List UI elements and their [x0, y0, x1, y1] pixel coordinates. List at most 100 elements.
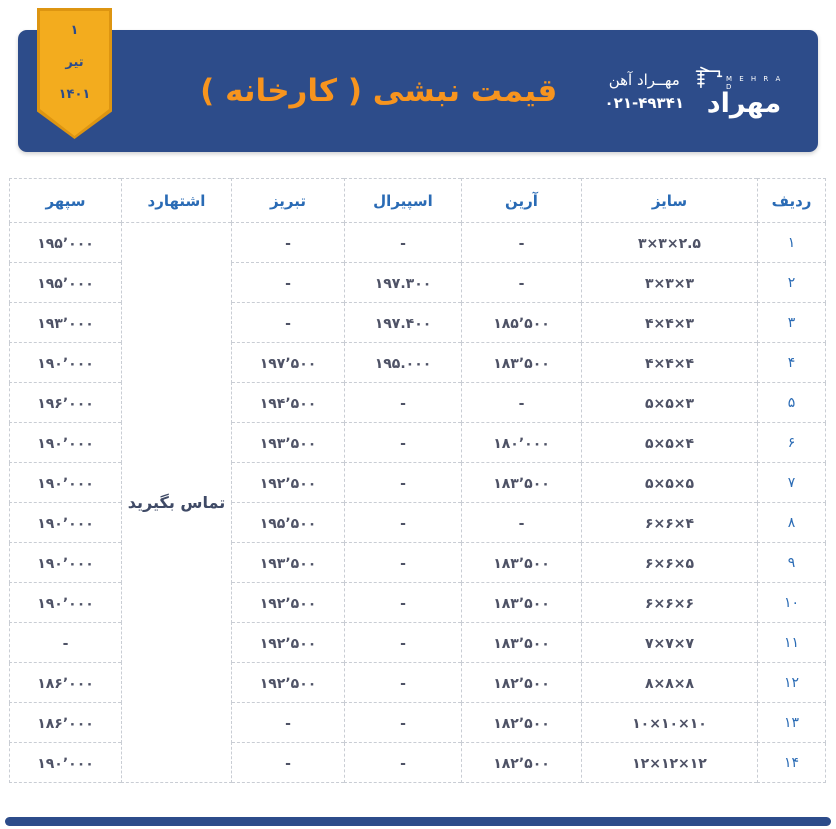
brand-block: M E H R A D مهراد مهــراد آهن ۰۲۱-۴۹۳۴۱: [605, 66, 794, 117]
price-sepehr: ۱۹۳٬۰۰۰: [9, 302, 122, 343]
row-number-value: ۸: [787, 514, 796, 531]
price-tabriz-value: ۱۹۳٬۵۰۰: [259, 556, 317, 572]
brand-phone: ۰۲۱-۴۹۳۴۱: [604, 93, 684, 112]
table-row: ۱۲ ۸×۸×۸ ۱۸۲٬۵۰۰ - ۱۹۲٬۵۰۰ ۱۸۶٬۰۰۰: [9, 662, 826, 703]
price-spiral-value: -: [400, 636, 406, 652]
table-row: ۷ ۵×۵×۵ ۱۸۳٬۵۰۰ - ۱۹۲٬۵۰۰ ۱۹۰٬۰۰۰: [9, 462, 826, 503]
col-header-spiral: اسپیرال: [344, 178, 462, 223]
price-spiral: ۱۹۷.۳۰۰: [344, 262, 462, 303]
row-number: ۸: [757, 502, 826, 543]
price-arian: ۱۸۲٬۵۰۰: [461, 662, 582, 703]
price-sepehr: ۱۹۰٬۰۰۰: [9, 582, 122, 623]
size-cell: ۵×۵×۴: [581, 422, 758, 463]
price-tabriz: ۱۹۴٬۵۰۰: [231, 382, 345, 423]
price-sepehr-value: ۱۹۰٬۰۰۰: [37, 556, 94, 572]
price-arian-value: ۱۸۰٬۰۰۰: [493, 436, 550, 452]
size-cell: ۵×۵×۵: [581, 462, 758, 503]
price-sepehr: ۱۹۶٬۰۰۰: [9, 382, 122, 423]
price-sepehr: ۱۹۰٬۰۰۰: [9, 462, 122, 503]
price-sepehr-value: ۱۹۰٬۰۰۰: [37, 436, 94, 452]
price-tabriz: ۱۹۲٬۵۰۰: [231, 622, 345, 663]
price-tabriz-value: -: [285, 716, 291, 732]
price-spiral: ۱۹۷.۴۰۰: [344, 302, 462, 343]
price-spiral: -: [344, 222, 462, 263]
price-sepehr: ۱۹۰٬۰۰۰: [9, 422, 122, 463]
price-sepehr-value: ۱۹۰٬۰۰۰: [37, 476, 94, 492]
table-row: ۱۰ ۶×۶×۶ ۱۸۳٬۵۰۰ - ۱۹۲٬۵۰۰ ۱۹۰٬۰۰۰: [9, 582, 826, 623]
size-cell-value: ۳×۳×۳: [644, 276, 695, 292]
table-row: ۱۱ ۷×۷×۷ ۱۸۳٬۵۰۰ - ۱۹۲٬۵۰۰ -: [9, 622, 826, 663]
price-tabriz-value: ۱۹۲٬۵۰۰: [259, 676, 317, 692]
date-month: تیر: [65, 55, 84, 70]
price-spiral: -: [344, 502, 462, 543]
table-header-row: ردیف سایز آرین اسپیرال تبریز اشتهارد سپه…: [9, 178, 826, 223]
eshtehard-merged-cell: تماس بگیرید: [121, 222, 232, 783]
size-cell: ۱۰×۱۰×۱۰: [581, 702, 758, 743]
brand-logo-top: M E H R A D: [694, 66, 794, 92]
row-number-value: ۱: [787, 234, 796, 251]
price-spiral: -: [344, 422, 462, 463]
price-arian: -: [461, 382, 582, 423]
size-cell: ۷×۷×۷: [581, 622, 758, 663]
price-tabriz-value: ۱۹۴٬۵۰۰: [259, 396, 317, 412]
row-number-value: ۱۴: [783, 754, 800, 771]
row-number-value: ۱۱: [783, 634, 800, 651]
price-arian: ۱۸۳٬۵۰۰: [461, 342, 582, 383]
price-arian-value: ۱۸۲٬۵۰۰: [493, 716, 550, 732]
price-tabriz-value: ۱۹۲٬۵۰۰: [259, 476, 317, 492]
price-tabriz-value: -: [285, 236, 291, 252]
col-header-eshtehard: اشتهارد: [121, 178, 232, 223]
size-cell-value: ۶×۶×۶: [644, 596, 695, 612]
price-arian: ۱۸۳٬۵۰۰: [461, 622, 582, 663]
price-arian-value: ۱۸۳٬۵۰۰: [493, 476, 550, 492]
price-spiral: ۱۹۵.۰۰۰: [344, 342, 462, 383]
price-arian-value: ۱۸۲٬۵۰۰: [493, 676, 550, 692]
row-number: ۲: [757, 262, 826, 303]
size-cell-value: ۸×۸×۸: [644, 676, 695, 692]
table-row: ۱۳ ۱۰×۱۰×۱۰ ۱۸۲٬۵۰۰ - - ۱۸۶٬۰۰۰: [9, 702, 826, 743]
size-cell-value: ۴×۴×۴: [644, 356, 695, 372]
price-sepehr: ۱۸۶٬۰۰۰: [9, 662, 122, 703]
price-spiral-value: -: [400, 396, 406, 412]
row-number: ۷: [757, 462, 826, 503]
price-arian-value: -: [518, 396, 525, 412]
price-arian: -: [461, 502, 582, 543]
table-row: ۵ ۵×۵×۳ - - ۱۹۴٬۵۰۰ ۱۹۶٬۰۰۰: [9, 382, 826, 423]
date-ribbon: ۱ تیر ۱۴۰۱: [37, 8, 112, 139]
price-arian: ۱۸۲٬۵۰۰: [461, 742, 582, 783]
price-sepehr-value: ۱۹۳٬۰۰۰: [37, 316, 94, 332]
price-spiral: -: [344, 462, 462, 503]
price-spiral: -: [344, 582, 462, 623]
price-arian-value: ۱۸۳٬۵۰۰: [493, 356, 550, 372]
price-sepehr: ۱۹۰٬۰۰۰: [9, 742, 122, 783]
table-row: ۴ ۴×۴×۴ ۱۸۳٬۵۰۰ ۱۹۵.۰۰۰ ۱۹۷٬۵۰۰ ۱۹۰٬۰۰۰: [9, 342, 826, 383]
price-tabriz: ۱۹۳٬۵۰۰: [231, 542, 345, 583]
price-arian-value: ۱۸۵٬۵۰۰: [493, 316, 550, 332]
table-row: ۲ ۳×۳×۳ - ۱۹۷.۳۰۰ - ۱۹۵٬۰۰۰: [9, 262, 826, 303]
size-cell: ۵×۵×۳: [581, 382, 758, 423]
price-tabriz: -: [231, 222, 345, 263]
price-table: ردیف سایز آرین اسپیرال تبریز اشتهارد سپه…: [9, 178, 826, 783]
price-spiral-value: -: [400, 716, 406, 732]
price-tabriz-value: -: [285, 276, 291, 292]
table-body: ۱ ۳×۳×۲.۵ - - - تماس بگیرید ۱۹۵٬۰۰۰ ۲ ۳×۳×۳ - ۱۹۷.…: [9, 222, 826, 783]
col-header-tabriz: تبریز: [231, 178, 345, 223]
price-spiral-value: -: [400, 676, 406, 692]
size-cell-value: ۱۰×۱۰×۱۰: [632, 716, 707, 732]
row-number-value: ۷: [787, 474, 796, 491]
size-cell: ۴×۴×۳: [581, 302, 758, 343]
price-tabriz-value: ۱۹۷٬۵۰۰: [259, 356, 317, 372]
row-number: ۳: [757, 302, 826, 343]
price-spiral: -: [344, 382, 462, 423]
row-number-value: ۱۳: [783, 714, 800, 731]
price-spiral-value: ۱۹۵.۰۰۰: [374, 356, 432, 372]
row-number: ۵: [757, 382, 826, 423]
row-number: ۶: [757, 422, 826, 463]
table-row: ۱۴ ۱۲×۱۲×۱۲ ۱۸۲٬۵۰۰ - - ۱۹۰٬۰۰۰: [9, 742, 826, 783]
size-cell-value: ۵×۵×۵: [644, 476, 695, 492]
row-number: ۱۴: [757, 742, 826, 783]
size-cell: ۶×۶×۶: [581, 582, 758, 623]
price-tabriz-value: ۱۹۲٬۵۰۰: [259, 636, 317, 652]
price-arian: -: [461, 262, 582, 303]
table-header: ردیف سایز آرین اسپیرال تبریز اشتهارد سپه…: [9, 178, 826, 223]
